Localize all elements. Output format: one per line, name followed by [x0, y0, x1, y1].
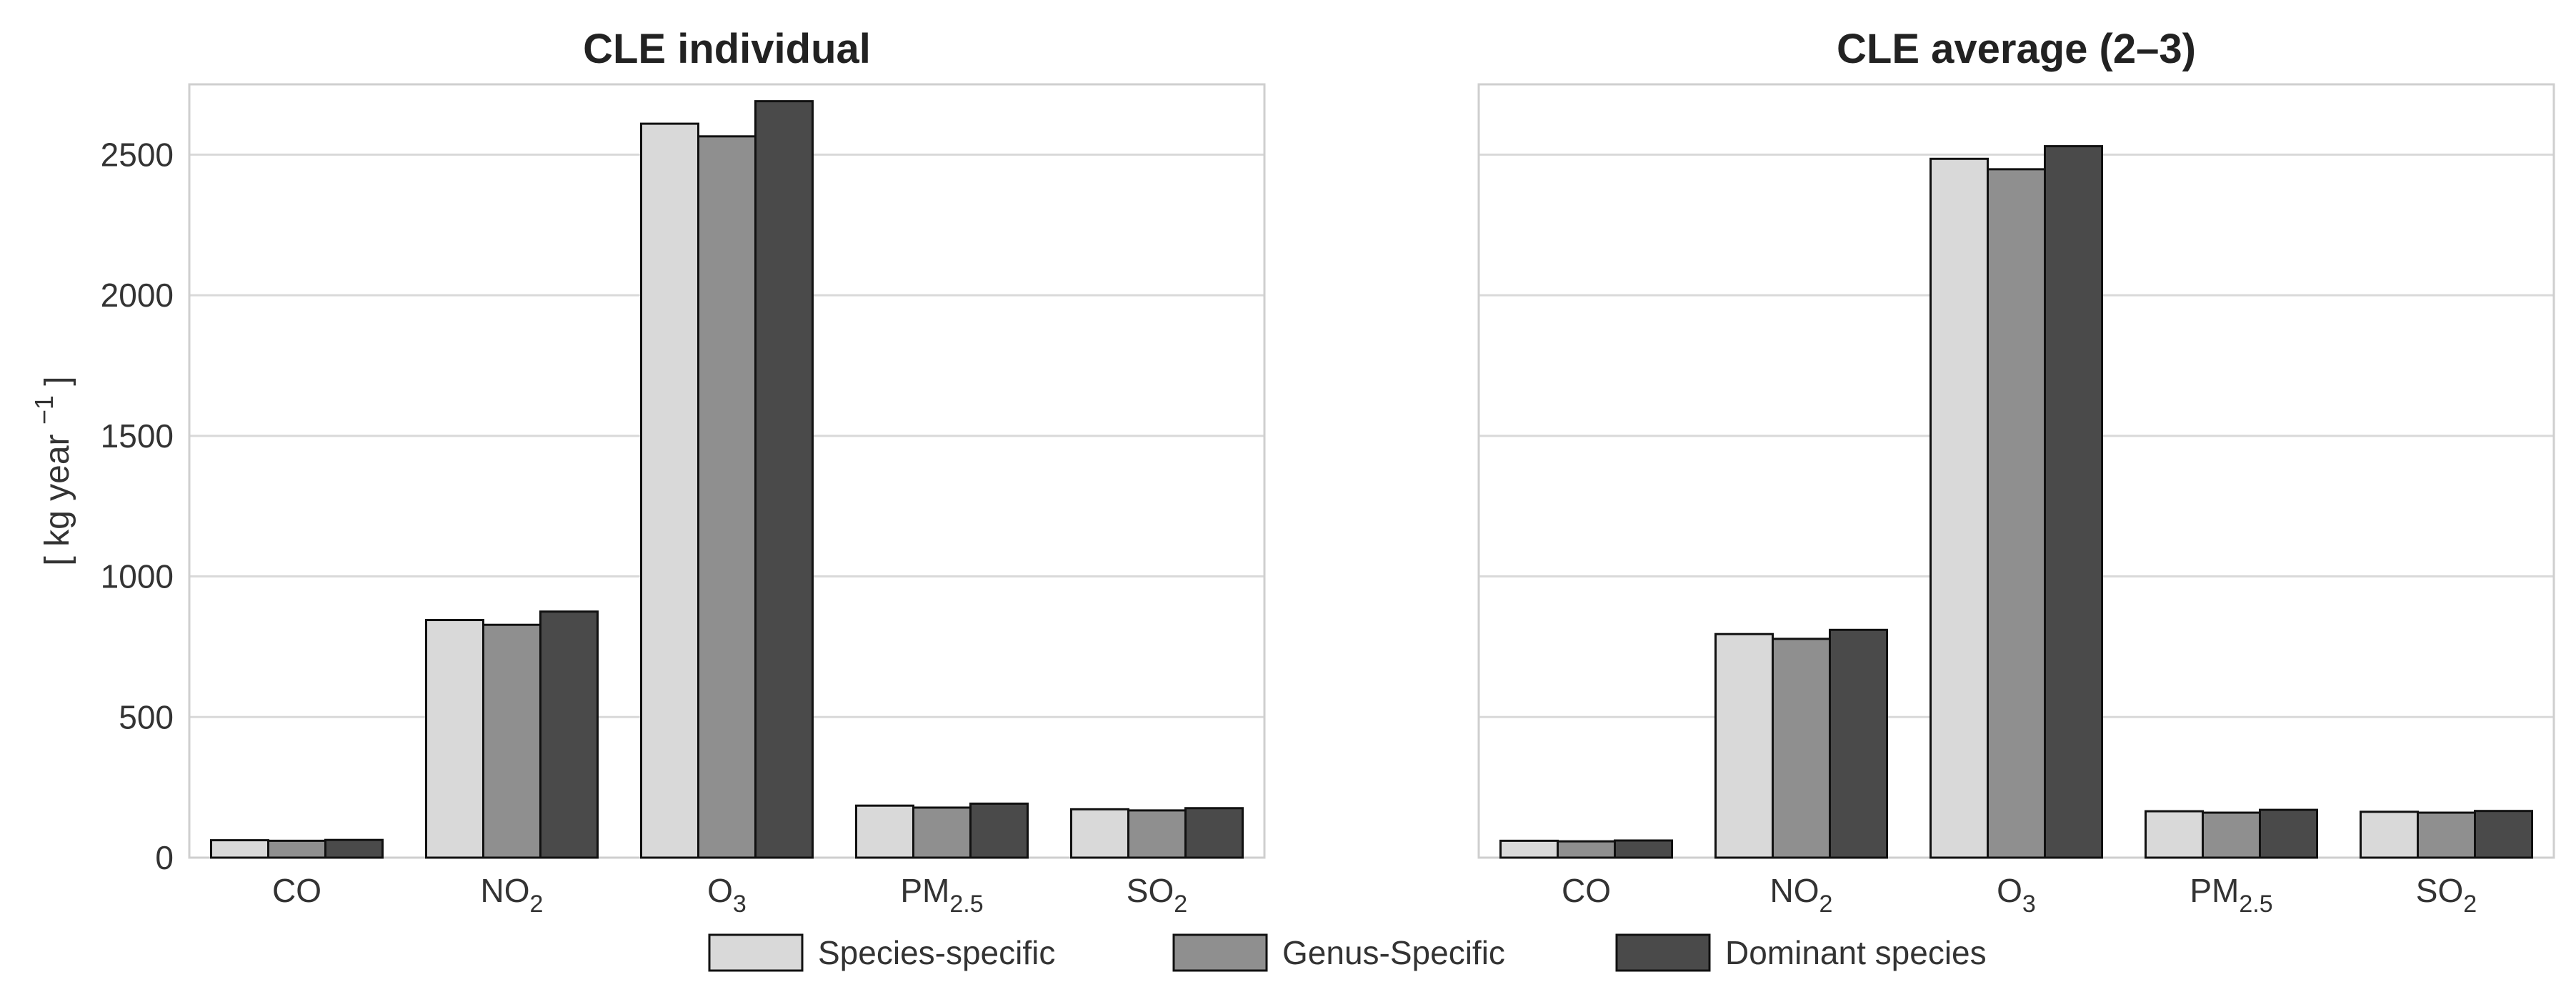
bar-genus-specific — [482, 623, 541, 859]
legend-swatch — [1172, 933, 1268, 972]
y-tick-label: 0 — [155, 839, 174, 876]
y-tick-label: 1000 — [101, 558, 174, 595]
bar-dominant-species — [1184, 807, 1244, 859]
bar-species-specific — [1070, 808, 1129, 859]
bar-dominant-species — [2044, 145, 2103, 859]
bar-dominant-species — [324, 838, 384, 859]
x-tick-label-base: PM — [900, 872, 949, 909]
x-tick-label-subscript: 2 — [1174, 891, 1187, 918]
chart-cle-average: CLE average (2–3)CO NO2 O3 PM2.5 SO2 — [1477, 26, 2555, 918]
chart-title: CLE individual — [583, 26, 871, 72]
bar-species-specific — [2145, 810, 2204, 859]
legend-label: Dominant species — [1725, 934, 1987, 971]
x-tick-label: SO2 — [1127, 872, 1187, 918]
x-tick-label-base: CO — [1562, 872, 1611, 909]
legend-label: Genus-Specific — [1282, 934, 1505, 971]
legend-swatch — [708, 933, 804, 972]
bar-species-specific — [1499, 839, 1559, 859]
y-axis-label-close: ] — [39, 376, 76, 395]
bar-genus-specific — [1127, 809, 1187, 859]
bar-dominant-species — [1829, 628, 1888, 859]
y-tick-label: 2500 — [101, 136, 174, 173]
bar-dominant-species — [754, 100, 814, 859]
bar-species-specific — [425, 619, 484, 859]
x-tick-label: PM2.5 — [900, 872, 983, 918]
bar-species-specific — [855, 804, 914, 859]
x-tick-label: O3 — [707, 872, 747, 918]
y-tick-label: 2000 — [101, 277, 174, 314]
x-tick-label-subscript: 2.5 — [949, 891, 983, 918]
bar-genus-specific — [1772, 638, 1831, 859]
x-tick-label-subscript: 2 — [1819, 891, 1833, 918]
y-axis-label-superscript: −1 — [29, 395, 59, 425]
x-tick-label: CO — [272, 872, 321, 909]
x-tick-label: SO2 — [2416, 872, 2477, 918]
legend: Species-specific Genus-Specific Dominant s… — [708, 933, 1987, 972]
x-tick-label-subscript: 2 — [530, 891, 544, 918]
x-tick-label-subscript: 2 — [2463, 891, 2477, 918]
legend-label: Species-specific — [818, 934, 1055, 971]
bar-species-specific — [1714, 633, 1774, 859]
legend-swatch — [1615, 933, 1711, 972]
bar-genus-specific — [1987, 168, 2046, 859]
y-tick-label: 500 — [119, 698, 174, 735]
x-tick-label: O3 — [1997, 872, 2036, 918]
x-tick-label-base: O — [707, 872, 733, 909]
y-axis-label: [ kg year −1 ] — [29, 376, 76, 565]
bar-species-specific — [640, 122, 699, 859]
bar-dominant-species — [969, 802, 1029, 859]
y-axis-label-text: [ kg year — [39, 425, 76, 565]
x-tick-label-base: SO — [2416, 872, 2463, 909]
x-tick-label-subscript: 2.5 — [2239, 891, 2272, 918]
x-tick-label-base: NO — [481, 872, 530, 909]
x-tick-label-base: O — [1997, 872, 2022, 909]
bar-genus-specific — [267, 839, 326, 859]
bar-species-specific — [2360, 810, 2419, 859]
bar-species-specific — [210, 839, 269, 859]
y-tick-label: 1500 — [101, 417, 174, 455]
x-tick-label-base: NO — [1770, 872, 1819, 909]
bar-species-specific — [1929, 157, 1989, 859]
bar-genus-specific — [697, 135, 757, 859]
x-tick-label-base: SO — [1127, 872, 1174, 909]
x-tick-label-subscript: 3 — [2022, 891, 2036, 918]
bar-dominant-species — [539, 610, 599, 859]
chart-cle-individual: CLE individual 0 500 1000 1500 2000 2500 [ kg y… — [29, 26, 1266, 918]
bar-dominant-species — [2259, 808, 2318, 859]
bar-dominant-species — [2474, 810, 2533, 859]
x-tick-label-base: PM — [2190, 872, 2239, 909]
chart-title: CLE average (2–3) — [1837, 26, 2196, 72]
x-tick-label: CO — [1562, 872, 1611, 909]
x-tick-label: PM2.5 — [2190, 872, 2272, 918]
bar-genus-specific — [2417, 811, 2476, 859]
x-tick-label: NO2 — [1770, 872, 1833, 918]
x-tick-label-base: CO — [272, 872, 321, 909]
x-tick-label: NO2 — [481, 872, 544, 918]
bar-genus-specific — [1557, 840, 1616, 859]
bar-genus-specific — [2202, 811, 2261, 859]
bar-genus-specific — [912, 806, 972, 859]
x-tick-label-subscript: 3 — [733, 891, 747, 918]
bar-dominant-species — [1614, 839, 1673, 859]
